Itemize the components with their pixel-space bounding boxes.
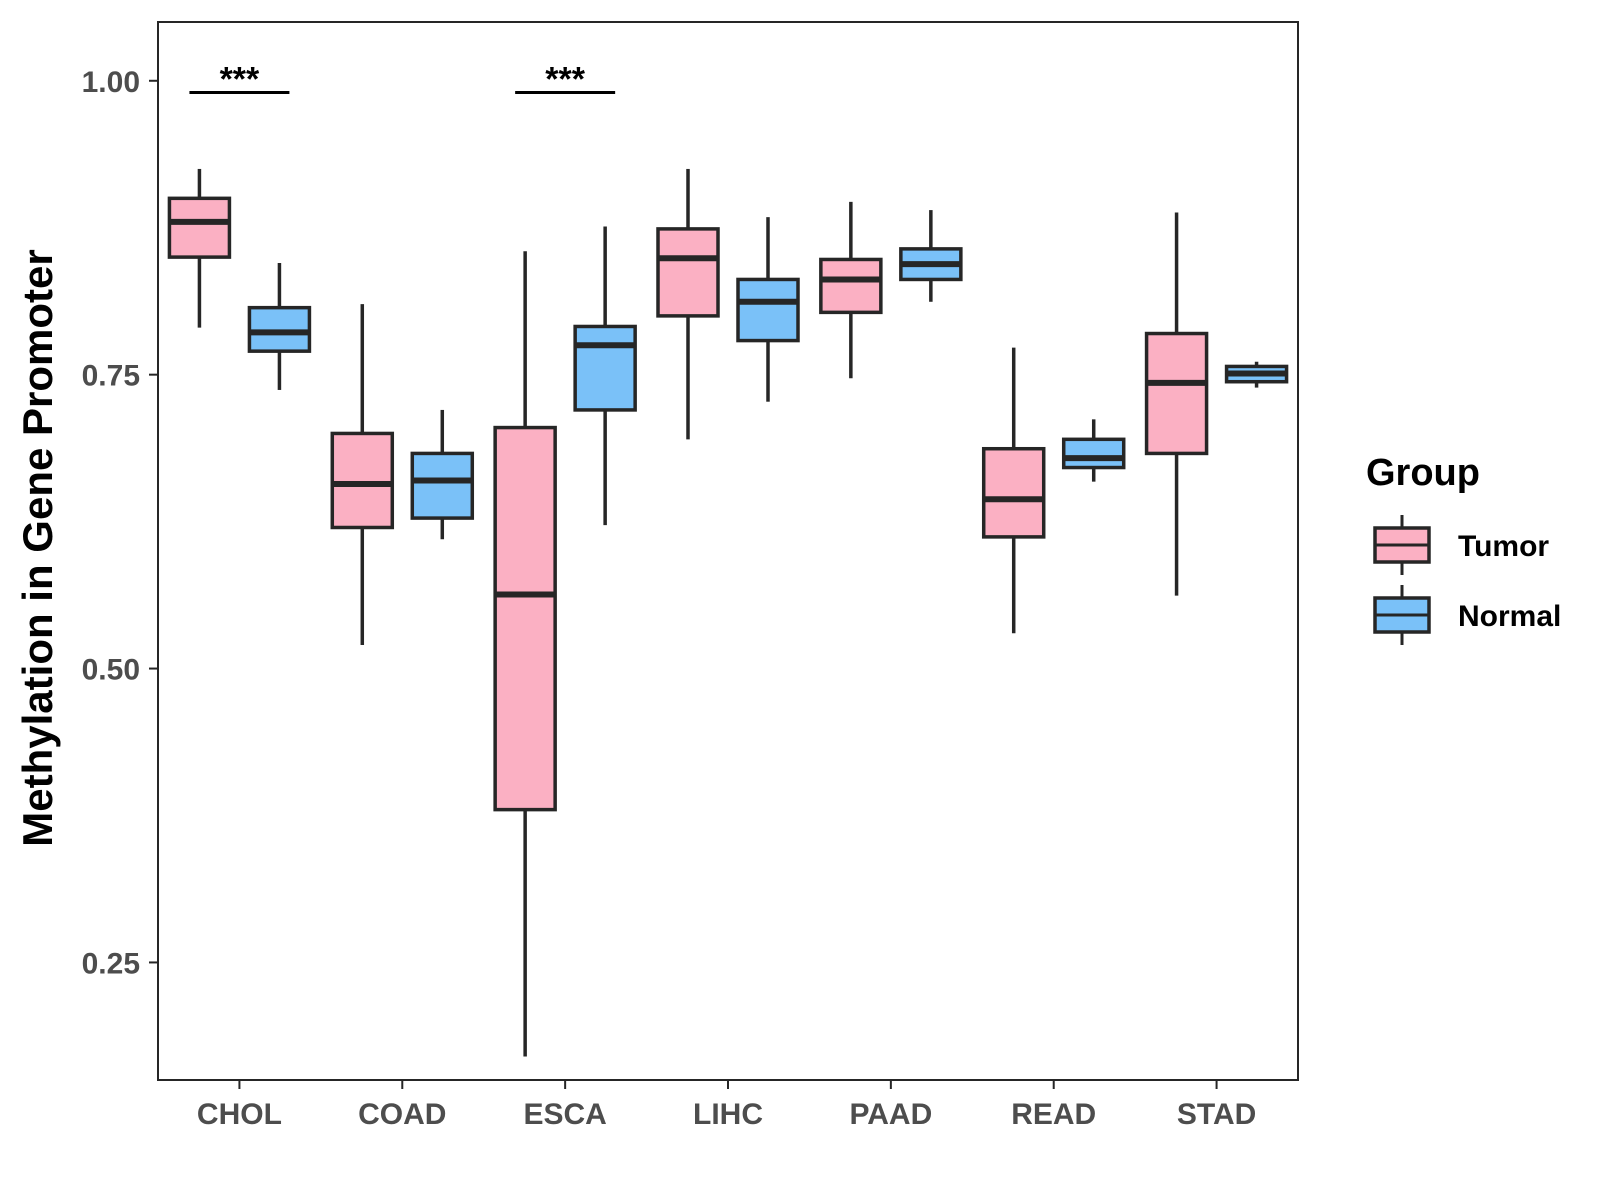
box-tumor-paad	[819, 257, 883, 315]
y-tick-label: 0.50	[82, 654, 140, 687]
x-tick-label-chol: CHOL	[197, 1098, 282, 1131]
box-normal-read	[1061, 437, 1126, 470]
y-tick-label: 0.25	[82, 947, 140, 980]
y-tick-label: 0.75	[82, 360, 140, 393]
legend-label-tumor: Tumor	[1458, 530, 1549, 563]
significance-label-chol: ***	[220, 61, 260, 99]
box-tumor-read	[981, 446, 1046, 539]
box-normal-lihc	[736, 277, 800, 343]
legend-title: Group	[1366, 452, 1480, 494]
box-normal-coad	[410, 451, 475, 520]
significance-label-esca: ***	[545, 61, 585, 99]
x-tick-label-lihc: LIHC	[693, 1098, 763, 1131]
box-tumor-coad	[330, 431, 395, 530]
box-tumor-lihc	[656, 227, 720, 318]
x-tick-label-stad: STAD	[1177, 1098, 1256, 1131]
plot-panel-border	[157, 21, 1299, 1081]
box-tumor-chol	[167, 196, 232, 259]
y-tick-label: 1.00	[82, 66, 140, 99]
legend-label-normal: Normal	[1458, 600, 1561, 633]
x-tick-label-read: READ	[1011, 1098, 1096, 1131]
y-axis-label: Methylation in Gene Promoter	[14, 249, 61, 846]
box-tumor-stad	[1144, 331, 1209, 456]
box-normal-esca	[573, 324, 637, 412]
x-tick-label-paad: PAAD	[849, 1098, 932, 1131]
box-tumor-esca	[493, 425, 557, 812]
x-tick-label-esca: ESCA	[523, 1098, 606, 1131]
x-tick-label-coad: COAD	[358, 1098, 446, 1131]
